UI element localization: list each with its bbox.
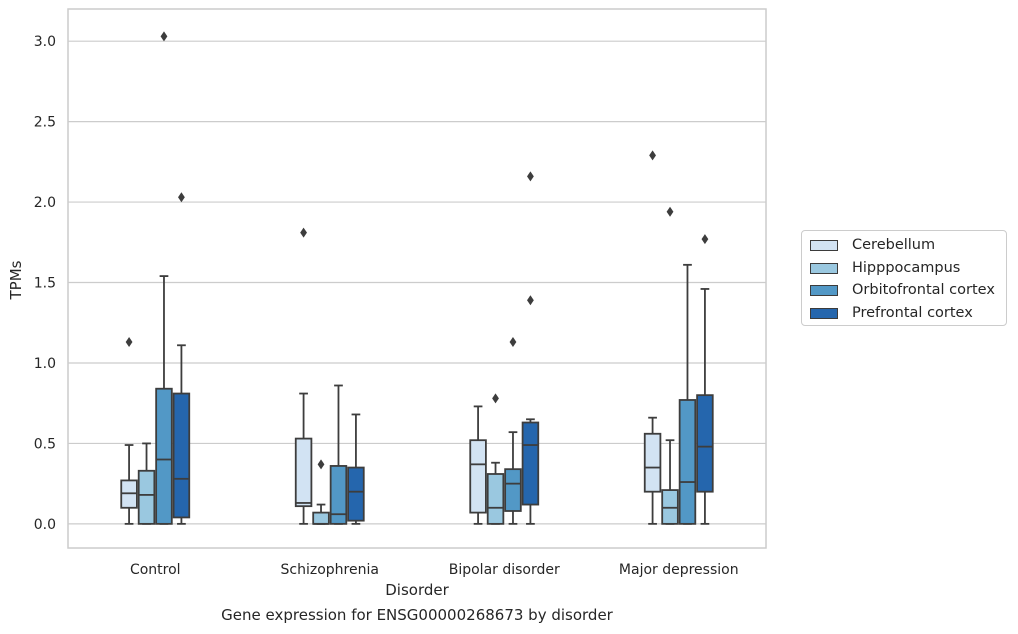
box-iqr [155,387,173,525]
y-tick-label: 3.0 [34,34,56,50]
box-hipppocampus-schizophrenia [312,459,330,525]
box-prefrontal-cortex-major-depression [696,234,714,525]
outlier-point [300,227,307,238]
x-tick-label: Major depression [619,562,739,578]
box-iqr [312,511,330,525]
legend-label-orbitofrontal-cortex: Orbitofrontal cortex [852,282,995,298]
outlier-point [492,393,499,404]
legend-item-hipppocampus: Hipppocampus [810,258,960,278]
y-tick-label: 0.0 [34,517,56,533]
legend-swatch-prefrontal-cortex [810,307,838,319]
box-hipppocampus-control [137,442,156,525]
box-prefrontal-cortex-schizophrenia [347,413,365,525]
box-iqr [172,392,191,519]
outlier-point [509,337,517,348]
box-iqr [678,399,697,525]
box-cerebellum-schizophrenia [294,227,313,525]
legend-label-prefrontal-cortex: Prefrontal cortex [852,305,973,321]
box-orbitofrontal-cortex-bipolar-disorder [504,337,522,525]
box-iqr [469,439,487,514]
box-orbitofrontal-cortex-control [155,31,173,525]
y-tick-label: 0.5 [34,436,56,452]
outlier-point [701,234,709,245]
box-iqr [137,469,156,525]
box-orbitofrontal-cortex-major-depression [678,263,697,525]
x-axis-ticks: Control Schizophrenia Bipolar disorder Majo… [130,562,739,578]
outlier-point [125,337,133,348]
box-iqr [329,465,348,525]
box-cerebellum-control [120,337,138,525]
y-axis-title: TPMs [7,260,25,300]
outlier-point [649,150,656,161]
box-hipppocampus-major-depression [661,206,679,525]
legend-swatch-hipppocampus [810,262,838,274]
x-tick-label: Control [130,562,181,578]
legend-label-hipppocampus: Hipppocampus [852,260,961,276]
legend: Cerebellum Hipppocampus Orbitofrontal co… [801,230,1007,326]
box-iqr [294,437,313,508]
x-axis-title: Disorder [385,581,449,599]
y-tick-label: 2.0 [34,195,56,211]
box-iqr [504,468,522,512]
box-iqr [347,466,365,522]
box-orbitofrontal-cortex-schizophrenia [329,384,348,525]
box-hipppocampus-bipolar-disorder [486,393,505,525]
legend-item-orbitofrontal-cortex: Orbitofrontal cortex [810,280,995,300]
outlier-point [666,206,674,217]
box-prefrontal-cortex-bipolar-disorder [521,171,540,525]
box-iqr [696,394,714,493]
plot-area-frame [67,8,767,549]
outlier-point [317,459,325,470]
box-iqr [486,473,505,525]
box-iqr [521,421,540,506]
outlier-point [527,171,534,182]
box-cerebellum-bipolar-disorder [469,405,487,525]
legend-label-cerebellum: Cerebellum [852,237,936,253]
outlier-point [160,31,168,42]
legend-swatch-cerebellum [810,239,838,251]
legend-swatch-orbitofrontal-cortex [810,284,838,296]
x-tick-label: Schizophrenia [281,562,379,578]
y-tick-label: 2.5 [34,115,56,131]
y-tick-label: 1.0 [34,356,56,372]
box-cerebellum-major-depression [643,150,662,525]
legend-item-cerebellum: Cerebellum [810,235,935,255]
figure-caption: Gene expression for ENSG00000268673 by d… [221,606,613,624]
outlier-point [527,295,534,306]
legend-item-prefrontal-cortex: Prefrontal cortex [810,303,973,323]
y-axis-ticks: 0.0 0.5 1.0 1.5 2.0 2.5 3.0 [34,34,56,533]
box-prefrontal-cortex-control [172,192,191,525]
box-iqr [643,432,662,493]
x-tick-label: Bipolar disorder [449,562,560,578]
y-tick-label: 1.5 [34,276,56,292]
box-plot-series [120,31,714,525]
outlier-point [178,192,185,203]
